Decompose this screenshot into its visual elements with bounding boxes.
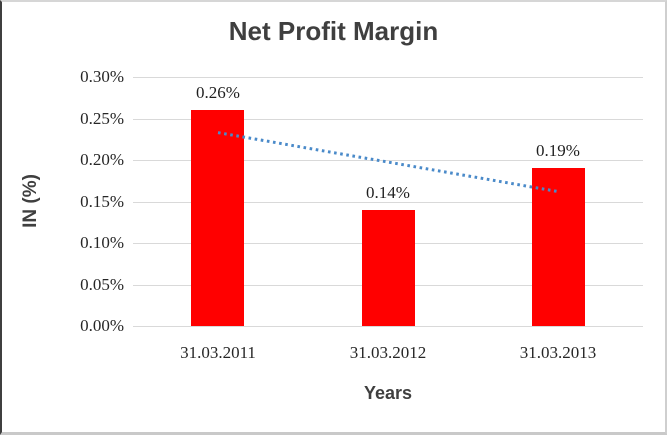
y-axis-tick-label: 0.15% (80, 191, 124, 211)
gridline (133, 326, 643, 327)
data-label: 0.14% (366, 182, 410, 202)
gridline (133, 77, 643, 78)
y-axis-tick-label: 0.25% (80, 108, 124, 128)
data-label: 0.26% (196, 83, 240, 103)
x-axis-title: Years (363, 383, 413, 403)
plot-area: 0.26% 0.14% 0.19% (133, 77, 643, 327)
bar-31.03.2013 (531, 168, 585, 326)
y-axis-tick-label: 0.20% (80, 150, 124, 169)
gridline (133, 201, 643, 203)
x-axis-tick-label: 31.03.2012 (349, 343, 427, 362)
chart-title: Net Profit Margin (228, 16, 439, 46)
x-axis-tick-labels: 31.03.2011 31.03.2012 31.03.2013 (133, 343, 643, 363)
y-axis-tick-label: 0.05% (80, 274, 124, 294)
bar-31.03.2011 (191, 110, 245, 326)
y-axis-tick-label: 0.10% (80, 233, 124, 252)
x-axis-tick-label: 31.03.2013 (519, 343, 597, 362)
y-axis-tick-labels: 0.00% 0.05% 0.10% 0.15% 0.20% 0.25% 0.30% (2, 67, 124, 335)
bar-31.03.2012 (361, 209, 415, 326)
gridline (133, 118, 643, 120)
y-axis-tick-label: 0.00% (80, 316, 124, 335)
data-label: 0.19% (536, 141, 580, 161)
y-axis-tick-label: 0.30% (80, 67, 124, 86)
x-axis-tick-label: 31.03.2011 (180, 343, 256, 362)
